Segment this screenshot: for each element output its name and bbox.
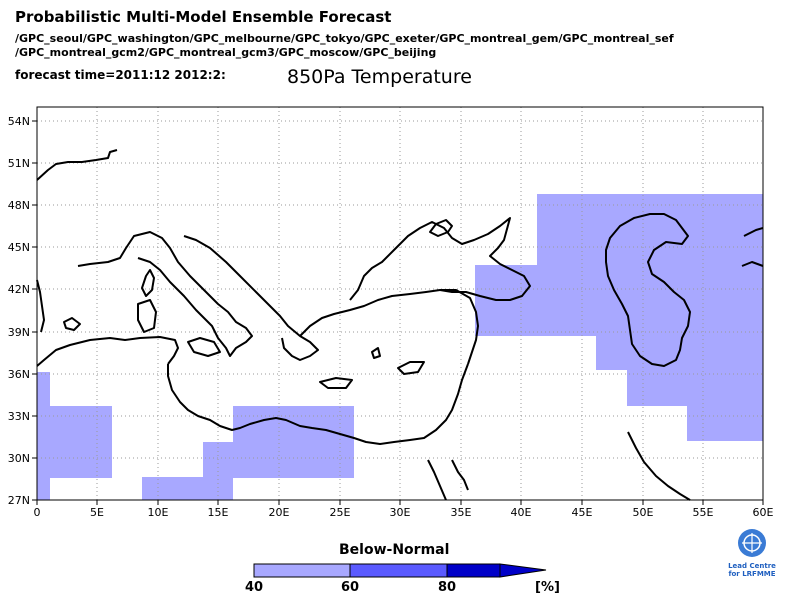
colorbar bbox=[253, 563, 547, 578]
lon-label: 30E bbox=[390, 506, 411, 519]
lat-label: 33N bbox=[8, 410, 30, 423]
island-corsica bbox=[141, 269, 155, 297]
lon-label: 25E bbox=[330, 506, 351, 519]
model-list-line-1: /GPC_seoul/GPC_washington/GPC_melbourne/… bbox=[15, 32, 674, 45]
coastlines bbox=[36, 149, 764, 501]
coast-red-sea bbox=[427, 459, 447, 501]
coast-azov bbox=[429, 219, 453, 237]
coast-persian-gulf bbox=[627, 431, 691, 501]
lon-label: 35E bbox=[451, 506, 472, 519]
lon-label: 20E bbox=[269, 506, 290, 519]
variable-title: 850Pa Temperature bbox=[287, 66, 472, 88]
shade-caspian-region bbox=[475, 194, 763, 441]
lon-labels: 0 5E 10E 15E 20E 25E 30E 35E 40E 45E 50E… bbox=[34, 506, 774, 519]
island-cyprus bbox=[397, 361, 425, 375]
colorbar-segment-40-60 bbox=[253, 563, 351, 578]
lon-label: 5E bbox=[90, 506, 104, 519]
logo-line-1: Lead Centre bbox=[728, 562, 776, 570]
lat-label: 45N bbox=[8, 241, 30, 254]
island-sicily bbox=[187, 337, 221, 357]
lat-label: 48N bbox=[8, 199, 30, 212]
lat-label: 54N bbox=[8, 115, 30, 128]
lat-label: 42N bbox=[8, 283, 30, 296]
coast-gulf-aqaba bbox=[451, 459, 469, 491]
coast-north-africa-west bbox=[36, 336, 179, 367]
forecast-time: forecast time=2011:12 2012:2: bbox=[15, 68, 226, 82]
shade-west-africa bbox=[37, 372, 112, 500]
lon-label: 40E bbox=[511, 506, 532, 519]
shade-libya-egypt bbox=[203, 406, 354, 478]
colorbar-title: Below-Normal bbox=[339, 542, 450, 558]
coast-iberia-north bbox=[36, 149, 118, 181]
lon-label: 60E bbox=[753, 506, 774, 519]
colorbar-unit: [%] bbox=[535, 580, 560, 595]
coast-east-edge bbox=[741, 261, 764, 267]
coast-france-italy bbox=[77, 231, 253, 357]
axis-ticks bbox=[32, 120, 764, 505]
lat-label: 51N bbox=[8, 157, 30, 170]
coast-caspian-east bbox=[743, 227, 764, 237]
coast-atlantic-west bbox=[36, 279, 45, 333]
lat-label: 36N bbox=[8, 368, 30, 381]
island-rhodes bbox=[371, 347, 381, 359]
coast-adriatic-balkans bbox=[183, 235, 319, 361]
colorbar-segment-60-80 bbox=[349, 563, 448, 578]
below-normal-shading bbox=[37, 194, 763, 500]
coast-black-sea bbox=[349, 217, 531, 301]
colorbar-label: 40 bbox=[245, 580, 264, 595]
coast-levant-egypt bbox=[167, 363, 469, 445]
colorbar-label: 80 bbox=[438, 580, 457, 595]
coast-greece-turkey bbox=[299, 289, 479, 365]
colorbar-arrow bbox=[499, 563, 547, 578]
lon-label: 45E bbox=[572, 506, 593, 519]
island-sardinia bbox=[137, 299, 157, 333]
lon-label: 0 bbox=[34, 506, 41, 519]
lrfmme-logo: Lead Centre for LRFMME bbox=[724, 528, 780, 582]
lon-label: 10E bbox=[148, 506, 169, 519]
model-list-line-2: /GPC_montreal_gcm2/GPC_montreal_gcm3/GPC… bbox=[15, 46, 437, 59]
lon-label: 50E bbox=[633, 506, 654, 519]
colorbar-label: 60 bbox=[341, 580, 360, 595]
lat-label: 30N bbox=[8, 452, 30, 465]
forecast-title: Probabilistic Multi-Model Ensemble Forec… bbox=[15, 8, 392, 26]
lat-label: 27N bbox=[8, 494, 30, 507]
island-crete bbox=[319, 377, 353, 389]
colorbar-segment-80-100 bbox=[446, 563, 501, 578]
logo-line-2: for LRFMME bbox=[728, 570, 776, 578]
lon-label: 55E bbox=[693, 506, 714, 519]
lat-labels: 27N 30N 33N 36N 39N 42N 45N 48N 51N 54N bbox=[8, 115, 30, 507]
island-balearic bbox=[63, 317, 81, 331]
lat-label: 39N bbox=[8, 326, 30, 339]
coast-caspian bbox=[605, 213, 691, 367]
un-wmo-emblem-icon bbox=[738, 529, 766, 557]
lon-label: 15E bbox=[208, 506, 229, 519]
islands bbox=[63, 269, 425, 389]
shade-libya-south bbox=[142, 477, 233, 500]
